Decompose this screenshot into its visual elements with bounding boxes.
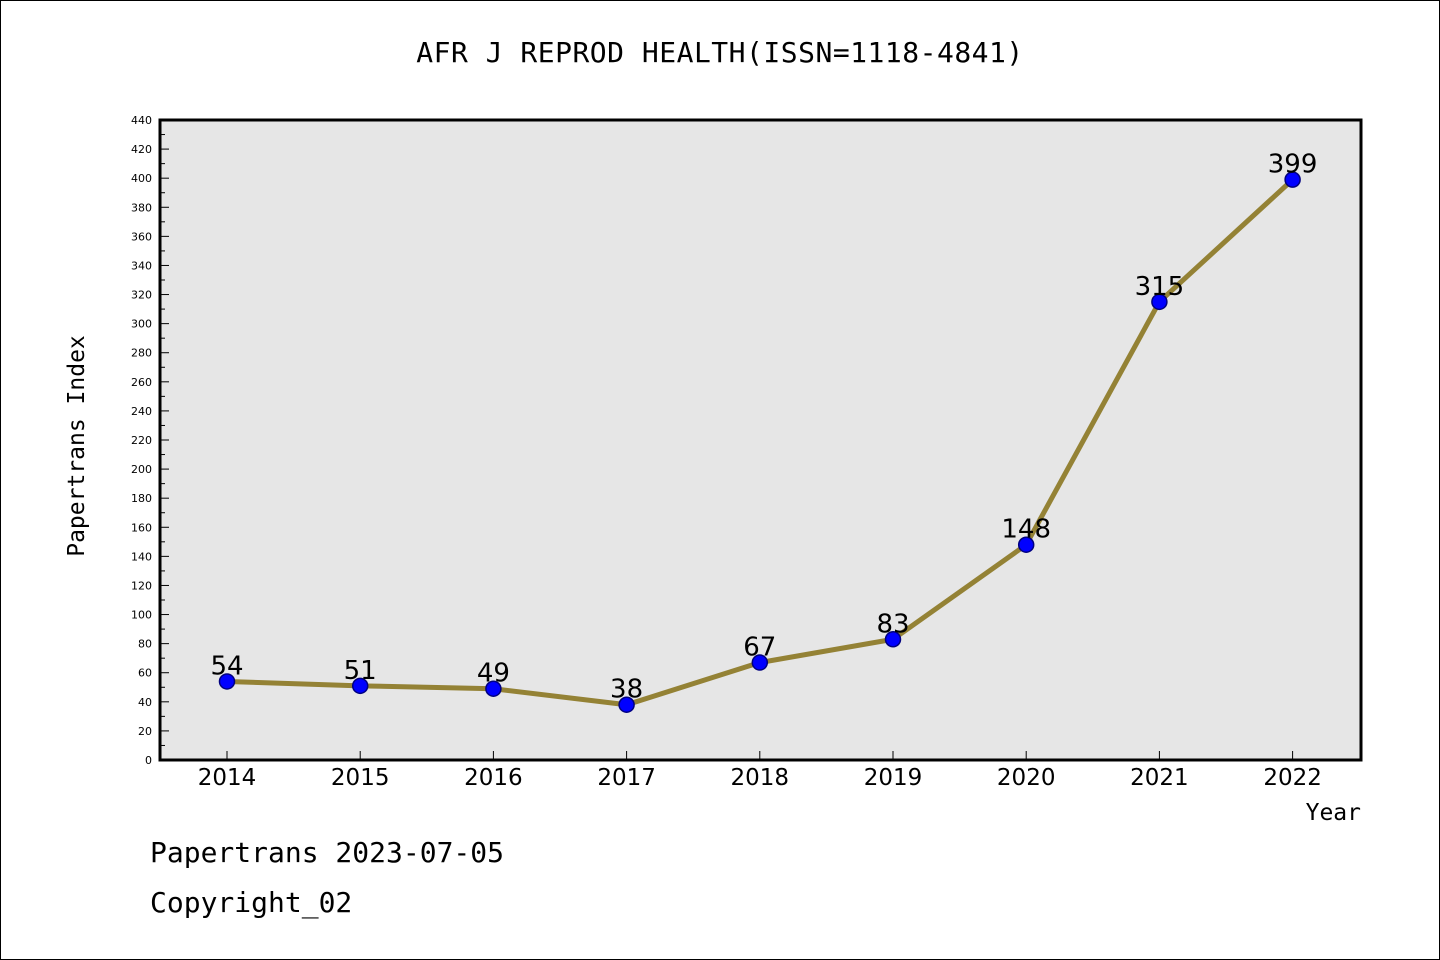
y-tick-label: 220 [131,434,152,447]
data-labels: 54 51 49 38 67 83 148 315 399 [210,150,1317,705]
data-markers [218,171,1301,713]
y-tick-label: 320 [131,289,152,302]
y-tick-label: 300 [131,318,152,331]
plot-frame [158,118,1363,762]
y-tick-label: 80 [138,638,152,651]
footer-date: Papertrans 2023-07-05 [150,836,505,869]
y-tick-label: 380 [131,201,152,214]
y-tick-label: 440 [131,114,152,127]
y-tick-label: 400 [131,172,152,185]
data-point [751,654,769,671]
data-label: 399 [1268,150,1318,180]
data-label: 54 [210,651,243,681]
y-tick-label: 420 [131,143,152,156]
x-tick-label: 2015 [331,765,390,791]
x-tick-label: 2019 [864,765,923,791]
data-label: 49 [477,659,510,689]
data-label: 83 [876,609,909,639]
data-point [884,631,902,648]
data-point [618,696,635,713]
data-label: 51 [344,656,377,686]
y-tick-label: 0 [145,754,152,767]
y-tick-label: 40 [138,696,152,709]
x-tick-label: 2018 [731,765,790,791]
y-tick-label: 60 [138,667,152,680]
data-label: 38 [610,675,643,705]
y-axis-title: Papertrans Index [64,335,90,557]
y-tick-label: 200 [131,463,152,476]
data-point [485,680,502,697]
y-tick-label: 240 [131,405,152,418]
y-tick-label: 100 [131,609,152,622]
y-tick-label: 160 [131,521,152,534]
y-tick-label: 120 [131,579,152,592]
data-point [1151,293,1168,311]
y-axis-ticks: 0 20 40 60 80 100 120 140 160 180 200 220 240 260 280 3… [131,114,169,767]
data-label: 315 [1135,272,1185,302]
x-axis-ticks: 2014 2015 2016 2017 2018 2019 2020 2021 2022 [198,751,1322,791]
plot-area [160,120,1361,760]
x-tick-label: 2016 [464,765,523,791]
data-point [351,677,369,695]
y-tick-label: 360 [131,230,152,243]
chart-title: AFR J REPROD HEALTH(ISSN=1118-4841) [416,36,1024,69]
data-label: 148 [1001,515,1051,545]
y-tick-label: 340 [131,259,152,272]
x-tick-label: 2014 [198,765,257,791]
data-point [1017,536,1035,553]
y-tick-label: 140 [131,550,152,563]
y-tick-label: 180 [131,492,152,505]
x-axis-title: Year [1306,800,1361,826]
x-tick-label: 2017 [597,765,656,791]
x-tick-label: 2022 [1263,765,1322,791]
data-label: 67 [743,633,776,663]
data-point [218,673,236,690]
y-tick-label: 20 [138,725,152,738]
x-tick-label: 2020 [997,765,1056,791]
y-tick-label: 260 [131,376,152,389]
x-tick-label: 2021 [1130,765,1189,791]
footer-copyright: Copyright_02 [150,886,353,919]
data-point [1284,171,1301,188]
y-tick-label: 280 [131,347,152,360]
